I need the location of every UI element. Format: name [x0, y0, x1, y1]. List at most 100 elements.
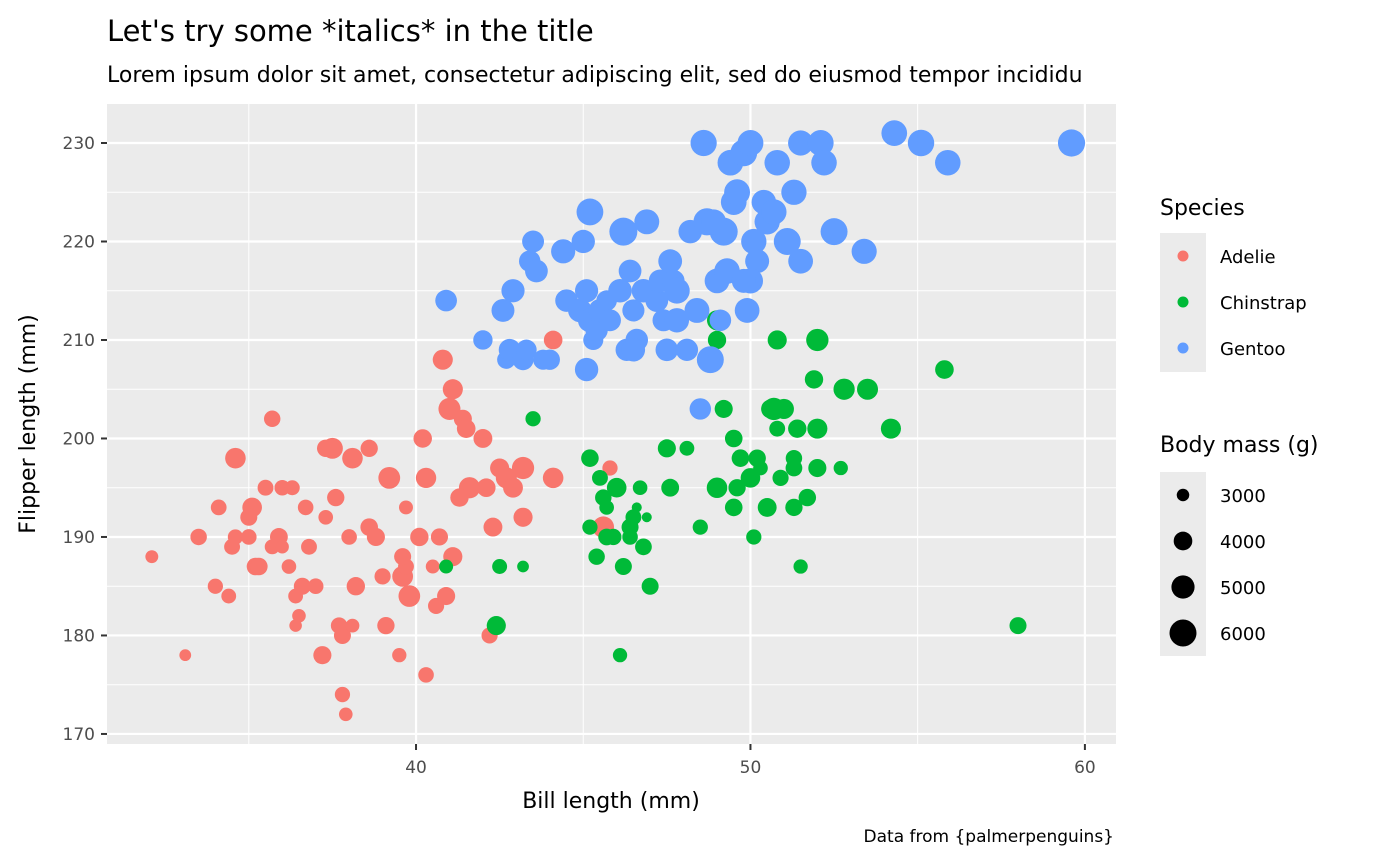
data-point: [374, 568, 391, 585]
data-point: [571, 229, 595, 254]
data-point: [313, 646, 332, 665]
data-point: [450, 488, 469, 507]
legend-label: 3000: [1220, 486, 1266, 507]
data-point: [284, 480, 300, 496]
data-point: [761, 199, 787, 225]
data-point: [190, 528, 207, 546]
data-point: [378, 466, 401, 489]
data-point: [263, 410, 281, 428]
species-legend-title: Species: [1160, 196, 1245, 221]
data-point: [1009, 617, 1027, 635]
data-point: [753, 460, 768, 476]
data-point: [398, 585, 421, 607]
data-point: [772, 469, 789, 486]
data-point: [456, 419, 476, 438]
legend-size-key: [1171, 575, 1195, 599]
y-tick-label: 190: [63, 528, 95, 548]
data-point: [321, 437, 343, 459]
chart-subtitle: Lorem ipsum dolor sit amet, consectetur …: [107, 63, 1083, 88]
data-point: [769, 420, 786, 437]
y-axis-label: Flipper length (mm): [16, 314, 41, 534]
data-point: [301, 538, 317, 555]
data-point: [618, 259, 642, 283]
data-point: [227, 529, 244, 545]
data-point: [241, 529, 257, 545]
data-points: [145, 120, 1086, 722]
x-tick-label: 40: [405, 758, 427, 778]
data-point: [525, 259, 548, 283]
data-point: [724, 498, 743, 517]
data-point: [788, 248, 814, 274]
y-tick-label: 200: [63, 429, 95, 449]
data-point: [522, 230, 545, 253]
x-tick-label: 60: [1074, 758, 1096, 778]
data-point: [145, 550, 159, 564]
data-point: [724, 179, 751, 206]
y-tick-label: 220: [63, 232, 95, 252]
data-point: [250, 557, 268, 576]
data-point: [807, 130, 834, 156]
data-point: [179, 649, 192, 662]
data-point: [327, 488, 345, 507]
data-point: [690, 129, 717, 157]
data-point: [807, 418, 828, 439]
y-tick-label: 180: [63, 626, 95, 646]
data-point: [833, 460, 848, 476]
data-point: [625, 509, 642, 526]
data-point: [425, 559, 440, 574]
data-point: [728, 479, 746, 497]
data-point: [608, 278, 632, 303]
legend: Species Adelie Chinstrap Gentoo Body mass (g…: [1160, 196, 1319, 656]
data-point: [598, 528, 616, 546]
data-point: [731, 268, 756, 293]
legend-key-adelie: [1177, 250, 1189, 262]
data-point: [614, 558, 632, 576]
size-legend-title: Body mass (g): [1160, 433, 1319, 458]
data-point: [307, 578, 324, 595]
data-point: [415, 467, 437, 489]
data-point: [645, 289, 669, 312]
data-point: [793, 559, 808, 574]
data-point: [706, 477, 728, 499]
data-point: [757, 497, 777, 517]
data-point: [851, 238, 877, 264]
data-point: [935, 149, 961, 176]
data-point: [542, 467, 564, 489]
data-point: [599, 309, 621, 332]
data-point: [574, 279, 599, 303]
legend-size-key: [1169, 619, 1197, 647]
data-point: [511, 456, 535, 480]
data-point: [410, 527, 429, 547]
x-axis-label: Bill length (mm): [522, 789, 700, 814]
data-point: [297, 499, 314, 516]
data-point: [602, 460, 618, 476]
data-point: [338, 707, 353, 722]
data-point: [437, 587, 456, 606]
data-point: [679, 440, 695, 456]
data-point: [621, 338, 646, 362]
data-point: [731, 449, 750, 467]
data-point: [491, 298, 515, 322]
data-point: [360, 439, 378, 457]
data-point: [289, 619, 302, 632]
data-point: [525, 411, 541, 427]
data-point: [741, 228, 767, 255]
data-point: [788, 419, 807, 438]
data-point: [641, 512, 652, 523]
data-point: [1057, 129, 1086, 157]
data-point: [281, 559, 297, 574]
data-point: [588, 548, 605, 565]
data-point: [709, 309, 732, 332]
data-point: [399, 500, 413, 515]
legend-label: 5000: [1220, 578, 1266, 599]
data-point: [473, 330, 493, 350]
data-point: [773, 398, 794, 419]
data-point: [632, 480, 648, 496]
legend-label: 4000: [1220, 532, 1266, 553]
legend-size-key: [1173, 531, 1193, 551]
data-point: [539, 349, 560, 370]
data-point: [439, 559, 454, 574]
data-point: [737, 130, 764, 156]
data-point: [684, 297, 710, 323]
data-point: [394, 548, 412, 566]
